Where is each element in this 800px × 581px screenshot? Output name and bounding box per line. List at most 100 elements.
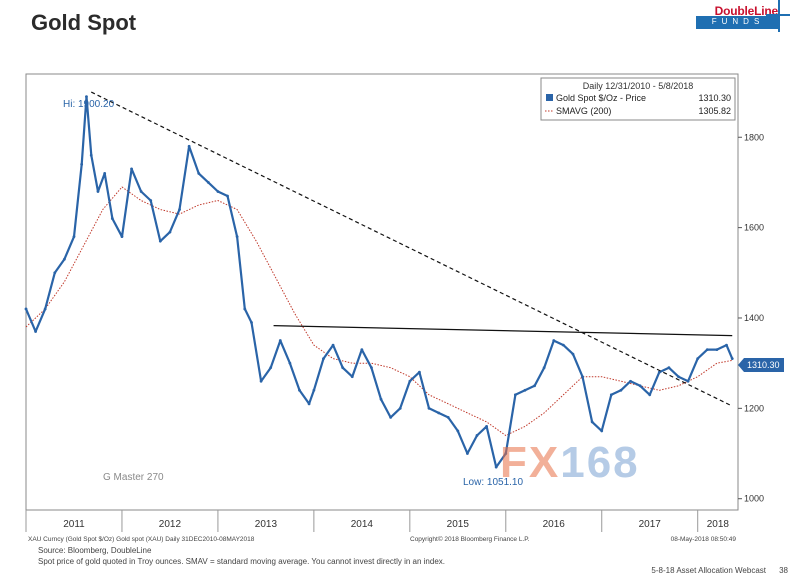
gold-price-point <box>485 425 488 428</box>
gold-price-point <box>379 397 383 401</box>
gold-price-point <box>149 199 153 202</box>
gold-price-point <box>269 366 273 370</box>
disclaimer-note: Spot price of gold quoted in Troy ounces… <box>38 557 445 566</box>
legend-label-smavg: SMAVG (200) <box>556 106 611 116</box>
chart-copyright: Copyright© 2018 Bloomberg Finance L.P. <box>410 535 530 543</box>
logo-brand: DoubleLine <box>714 4 779 18</box>
gold-price-point <box>331 343 335 347</box>
gold-price-point <box>322 357 325 361</box>
gold-price-point <box>370 366 373 370</box>
gold-price-point <box>609 393 613 397</box>
gold-price-point <box>725 343 728 347</box>
legend-date-range: Daily 12/31/2010 - 5/8/2018 <box>583 81 694 91</box>
y-tick-label: 1200 <box>744 403 764 413</box>
logo-rule-horizontal <box>766 14 790 16</box>
last-price-marker: 1310.30 <box>738 358 784 372</box>
logo-funds: FUNDS <box>711 17 765 26</box>
gold-price-point <box>513 393 517 397</box>
gold-price-point <box>216 190 220 193</box>
watermark-part-2: 168 <box>560 438 640 487</box>
chart-timestamp: 08-May-2018 08:50:49 <box>671 536 737 543</box>
gold-price-point <box>398 406 402 410</box>
resistance-trendline <box>273 325 733 337</box>
gold-price-point <box>408 379 412 383</box>
watermark-part-1: FX <box>500 438 561 487</box>
legend-frame <box>540 77 736 121</box>
gold-price-point <box>542 366 546 370</box>
gold-price-point <box>427 406 431 410</box>
gold-price-line <box>24 95 734 469</box>
gold-price-point <box>552 339 556 342</box>
y-tick-label: 1800 <box>744 132 764 142</box>
gold-price-point <box>475 434 479 437</box>
legend-swatch-price <box>546 94 553 101</box>
legend-value-price: 1310.30 <box>698 93 731 103</box>
gold-price-point <box>657 370 661 374</box>
logo-rule-vertical <box>778 0 780 32</box>
gold-price-point <box>686 379 690 383</box>
gold-price-point <box>206 181 210 184</box>
gold-price-point <box>494 465 498 469</box>
gold-price-point <box>110 217 114 220</box>
trendline-layer <box>90 91 733 407</box>
gold-price-point <box>715 348 719 352</box>
gold-price-point <box>72 235 76 239</box>
page-title: Gold Spot <box>31 10 137 35</box>
gold-price-point <box>705 348 709 352</box>
gold-price-point <box>696 357 700 361</box>
x-tick-label: 2012 <box>159 519 182 530</box>
gold-price-point <box>103 171 107 175</box>
y-tick-label: 1000 <box>744 494 764 504</box>
fx168-watermark: FX168 <box>500 438 640 488</box>
y-axis-ticks: 1000 1200 1400 1600 1800 <box>738 132 764 504</box>
gold-price-point <box>278 339 282 342</box>
gold-price-point <box>667 366 671 370</box>
gold-price-point <box>53 271 57 275</box>
last-price-value: 1310.30 <box>747 360 780 370</box>
gold-price-point <box>571 352 575 356</box>
gold-price-point <box>590 420 594 424</box>
gold-price-point <box>437 411 441 415</box>
x-tick-label: 2018 <box>707 519 730 530</box>
gold-price-point <box>341 366 345 370</box>
x-tick-label: 2013 <box>255 519 278 530</box>
gold-price-point <box>619 388 623 392</box>
gold-price-point <box>446 415 450 419</box>
gold-price-point <box>533 384 536 388</box>
gold-price-point <box>638 384 642 388</box>
gold-price-point <box>312 388 316 392</box>
gold-price-point <box>168 230 172 234</box>
source-note: Source: Bloomberg, DoubleLine <box>38 546 152 555</box>
gold-price-point <box>197 171 201 175</box>
gold-price-point <box>389 415 393 419</box>
chart-watermark-label: G Master 270 <box>103 472 164 483</box>
chart-series-descriptor: XAU Curncy (Gold Spot $/Oz) Gold spot (X… <box>28 536 255 543</box>
gold-price-point <box>158 239 162 243</box>
gold-price-point <box>243 307 247 311</box>
legend-label-price: Gold Spot $/Oz - Price <box>556 93 646 103</box>
gold-price-point <box>34 330 37 333</box>
gold-price-point <box>561 343 565 347</box>
gold-price-point <box>600 429 604 433</box>
gold-price-point <box>62 257 66 261</box>
gold-price-point <box>456 429 460 433</box>
last-price-badge <box>738 358 784 372</box>
x-tick-label: 2014 <box>351 519 374 530</box>
x-tick-label: 2016 <box>543 519 566 530</box>
gold-price-point <box>96 190 100 193</box>
gold-price-point <box>24 307 28 311</box>
plot-frame <box>25 73 739 511</box>
gold-price-point <box>187 144 191 148</box>
gold-price-point <box>80 162 84 166</box>
gold-price-point <box>523 388 527 392</box>
gold-price-point <box>648 393 652 397</box>
gold-price-point <box>130 167 133 171</box>
gold-price-point <box>43 307 47 311</box>
high-label: Hi: 1900.20 <box>63 99 115 110</box>
gold-price-point <box>250 321 253 324</box>
doubleline-logo: DoubleLine FUNDS <box>680 0 790 34</box>
low-annotation: Low: 1051.10 <box>463 477 523 488</box>
smavg-line <box>25 186 733 437</box>
gold-price-point <box>298 388 301 392</box>
gold-price-point <box>226 194 229 198</box>
